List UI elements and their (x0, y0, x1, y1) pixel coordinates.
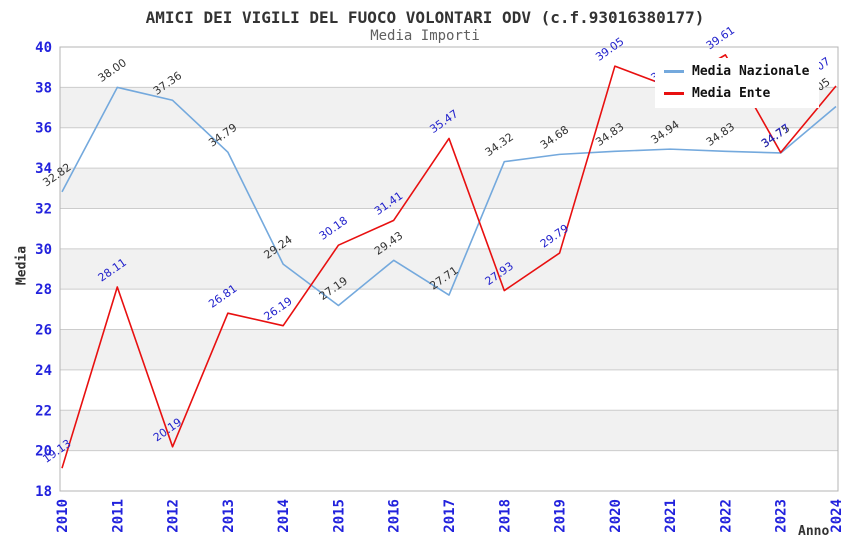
svg-text:32: 32 (35, 201, 52, 217)
plot-border (59, 46, 839, 492)
svg-text:26: 26 (35, 323, 52, 339)
svg-text:19.13: 19.13 (40, 437, 73, 466)
svg-text:2023: 2023 (774, 499, 790, 533)
svg-text:2010: 2010 (55, 499, 71, 533)
svg-text:40: 40 (35, 40, 52, 56)
svg-text:30: 30 (35, 242, 52, 258)
y-tick-labels: 18 20 22 24 26 28 30 32 34 36 38 40 (35, 40, 52, 500)
svg-text:2014: 2014 (276, 499, 292, 533)
svg-text:34.32: 34.32 (483, 130, 516, 159)
plot-bands (60, 87, 838, 451)
svg-text:26.19: 26.19 (262, 294, 295, 323)
svg-text:20: 20 (35, 444, 52, 460)
y-axis-title: Media (14, 245, 30, 286)
svg-text:2017: 2017 (442, 499, 458, 533)
legend: Media Nazionale Media Ente (655, 58, 820, 108)
x-axis-title: Anno (798, 524, 830, 539)
svg-text:38.00: 38.00 (96, 56, 129, 85)
svg-text:30.18: 30.18 (317, 214, 350, 243)
svg-text:2018: 2018 (497, 499, 513, 533)
svg-text:2021: 2021 (663, 499, 679, 533)
svg-text:34: 34 (35, 161, 52, 177)
svg-text:28: 28 (35, 282, 52, 298)
svg-text:2019: 2019 (553, 499, 569, 533)
svg-text:2016: 2016 (387, 499, 403, 533)
legend-item-media-ente: Media Ente (664, 86, 809, 101)
chart-title: AMICI DEI VIGILI DEL FUOCO VOLONTARI ODV… (145, 8, 705, 27)
x-tick-labels: 2010 2011 2012 2013 2014 2015 2016 2017 2018 2019… (55, 499, 845, 533)
svg-text:2012: 2012 (166, 499, 182, 533)
svg-text:24: 24 (35, 363, 52, 379)
legend-line-swatch-red-icon (664, 92, 684, 95)
legend-item-media-nazionale: Media Nazionale (664, 64, 809, 79)
svg-text:2015: 2015 (331, 499, 347, 533)
svg-text:2022: 2022 (718, 499, 734, 533)
svg-text:29.79: 29.79 (538, 222, 571, 251)
svg-text:22: 22 (35, 403, 52, 419)
svg-text:2020: 2020 (608, 499, 624, 533)
svg-text:2013: 2013 (221, 499, 237, 533)
legend-label: Media Nazionale (692, 64, 810, 79)
svg-text:36: 36 (35, 121, 52, 137)
svg-text:2011: 2011 (110, 499, 126, 533)
line-series-media-nazionale (61, 86, 837, 307)
svg-text:18: 18 (35, 484, 52, 500)
chart-subtitle: Media Importi (370, 28, 480, 44)
legend-line-swatch-blue-icon (664, 70, 684, 73)
svg-text:2024: 2024 (829, 499, 845, 533)
legend-label: Media Ente (692, 86, 771, 101)
svg-text:38: 38 (35, 80, 52, 96)
